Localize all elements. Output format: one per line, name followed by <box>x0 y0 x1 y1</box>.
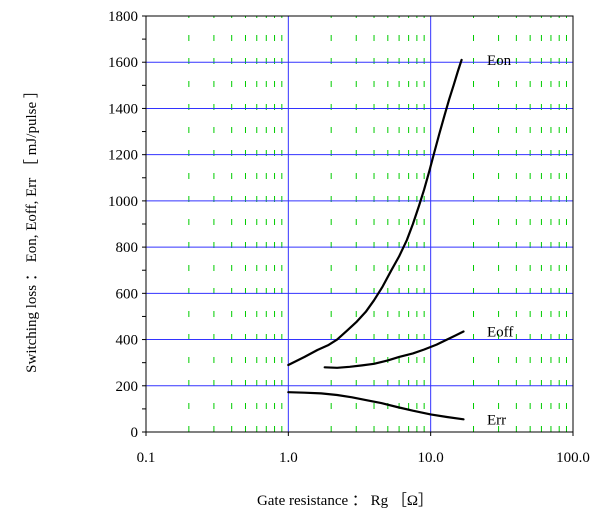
y-tick-label: 1600 <box>108 55 138 71</box>
x-tick-label: 100.0 <box>556 450 590 466</box>
series-label-eon: Eon <box>487 53 512 69</box>
y-tick-label: 1200 <box>108 148 138 164</box>
x-tick-label: 10.0 <box>418 450 444 466</box>
series-lines: Eon Eoff Err <box>287 53 513 428</box>
series-line-eoff <box>323 330 465 369</box>
y-axis-title: Switching loss ： Eon, Eoff, Err ［ mJ/pul… <box>23 83 40 373</box>
x-tick-label: 0.1 <box>137 450 156 466</box>
y-tick-label: 1400 <box>108 101 138 117</box>
plot-frame <box>145 15 574 433</box>
y-tick-label: 800 <box>116 240 139 256</box>
y-tick-label: 1800 <box>108 9 138 25</box>
y-tick-label: 400 <box>116 333 139 349</box>
series-line-eon <box>287 58 463 367</box>
axes: 0 200 400 600 800 1000 1200 1400 1600 1800 0.1 1.0 1… <box>108 9 590 466</box>
series-label-err: Err <box>487 412 506 428</box>
x-tick-label: 1.0 <box>279 450 298 466</box>
series-label-eoff: Eoff <box>487 324 513 340</box>
grid <box>146 16 573 432</box>
y-tick-label: 200 <box>116 379 139 395</box>
y-tick-label: 0 <box>131 425 139 441</box>
y-tick-label: 600 <box>116 286 139 302</box>
x-axis-title: Gate resistance ： Rg ［Ω］ <box>257 492 433 509</box>
series-line-err <box>287 391 465 421</box>
y-tick-label: 1000 <box>108 194 138 210</box>
